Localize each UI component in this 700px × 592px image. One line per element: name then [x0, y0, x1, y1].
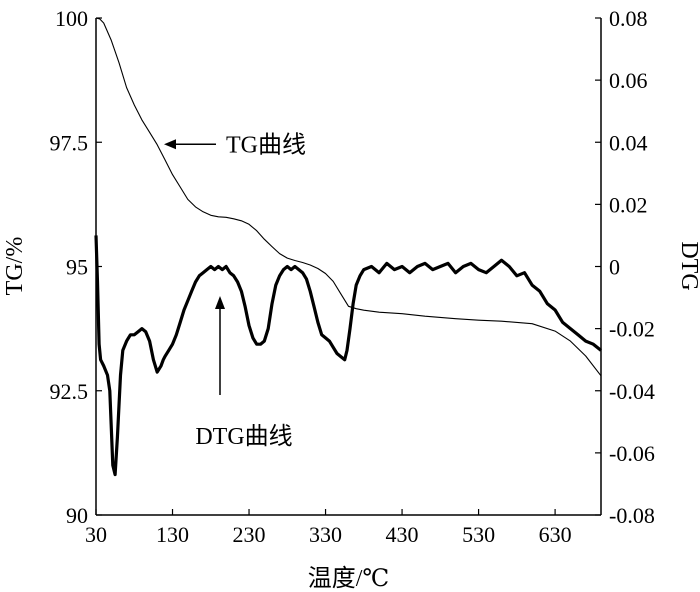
y-right-tick-label: 0 [609, 255, 620, 280]
y-right-tick-label: -0.02 [609, 317, 655, 342]
dtg-annotation-arrowhead [215, 296, 225, 309]
y-right-tick-label: -0.06 [609, 441, 655, 466]
x-tick-label: 430 [386, 522, 419, 547]
dtg-series-line [94, 235, 603, 477]
x-tick-label: 530 [462, 522, 495, 547]
y-left-tick-label: 100 [55, 6, 88, 31]
y-right-axis-title: DTG [676, 241, 700, 290]
y-right-tick-label: -0.04 [609, 379, 655, 404]
dtg-annotation-label: DTG曲线 [195, 423, 292, 450]
axes-group [95, 18, 602, 516]
x-tick-label: 30 [85, 522, 107, 547]
y-right-tick-label: 0.08 [609, 6, 648, 31]
y-right-tick-label: -0.08 [609, 503, 655, 528]
y-left-tick-label: 90 [66, 503, 88, 528]
y-right-tick-label: 0.04 [609, 130, 648, 155]
y-left-tick-label: 97.5 [50, 130, 89, 155]
tg-series-line [95, 17, 602, 377]
y-right-tick-label: 0.02 [609, 192, 648, 217]
x-tick-label: 330 [309, 522, 342, 547]
x-tick-label: 630 [539, 522, 572, 547]
ticks-group: 30 130 230 330 430 530 630 90 92.5 95 97.5 100 -0.08… [2, 6, 700, 592]
y-right-tick-label: 0.06 [609, 68, 648, 93]
tg-annotation-label: TG曲线 [226, 131, 306, 158]
annotations-group: TG曲线 DTG曲线 [164, 131, 306, 450]
x-tick-label: 230 [233, 522, 266, 547]
y-left-tick-label: 95 [66, 255, 88, 280]
tg-annotation-arrowhead [164, 139, 176, 150]
y-left-tick-label: 92.5 [50, 379, 89, 404]
x-tick-label: 130 [156, 522, 189, 547]
x-axis-title: 温度/℃ [308, 565, 390, 592]
y-left-axis-title: TG/% [2, 237, 28, 296]
series-group [94, 17, 603, 477]
